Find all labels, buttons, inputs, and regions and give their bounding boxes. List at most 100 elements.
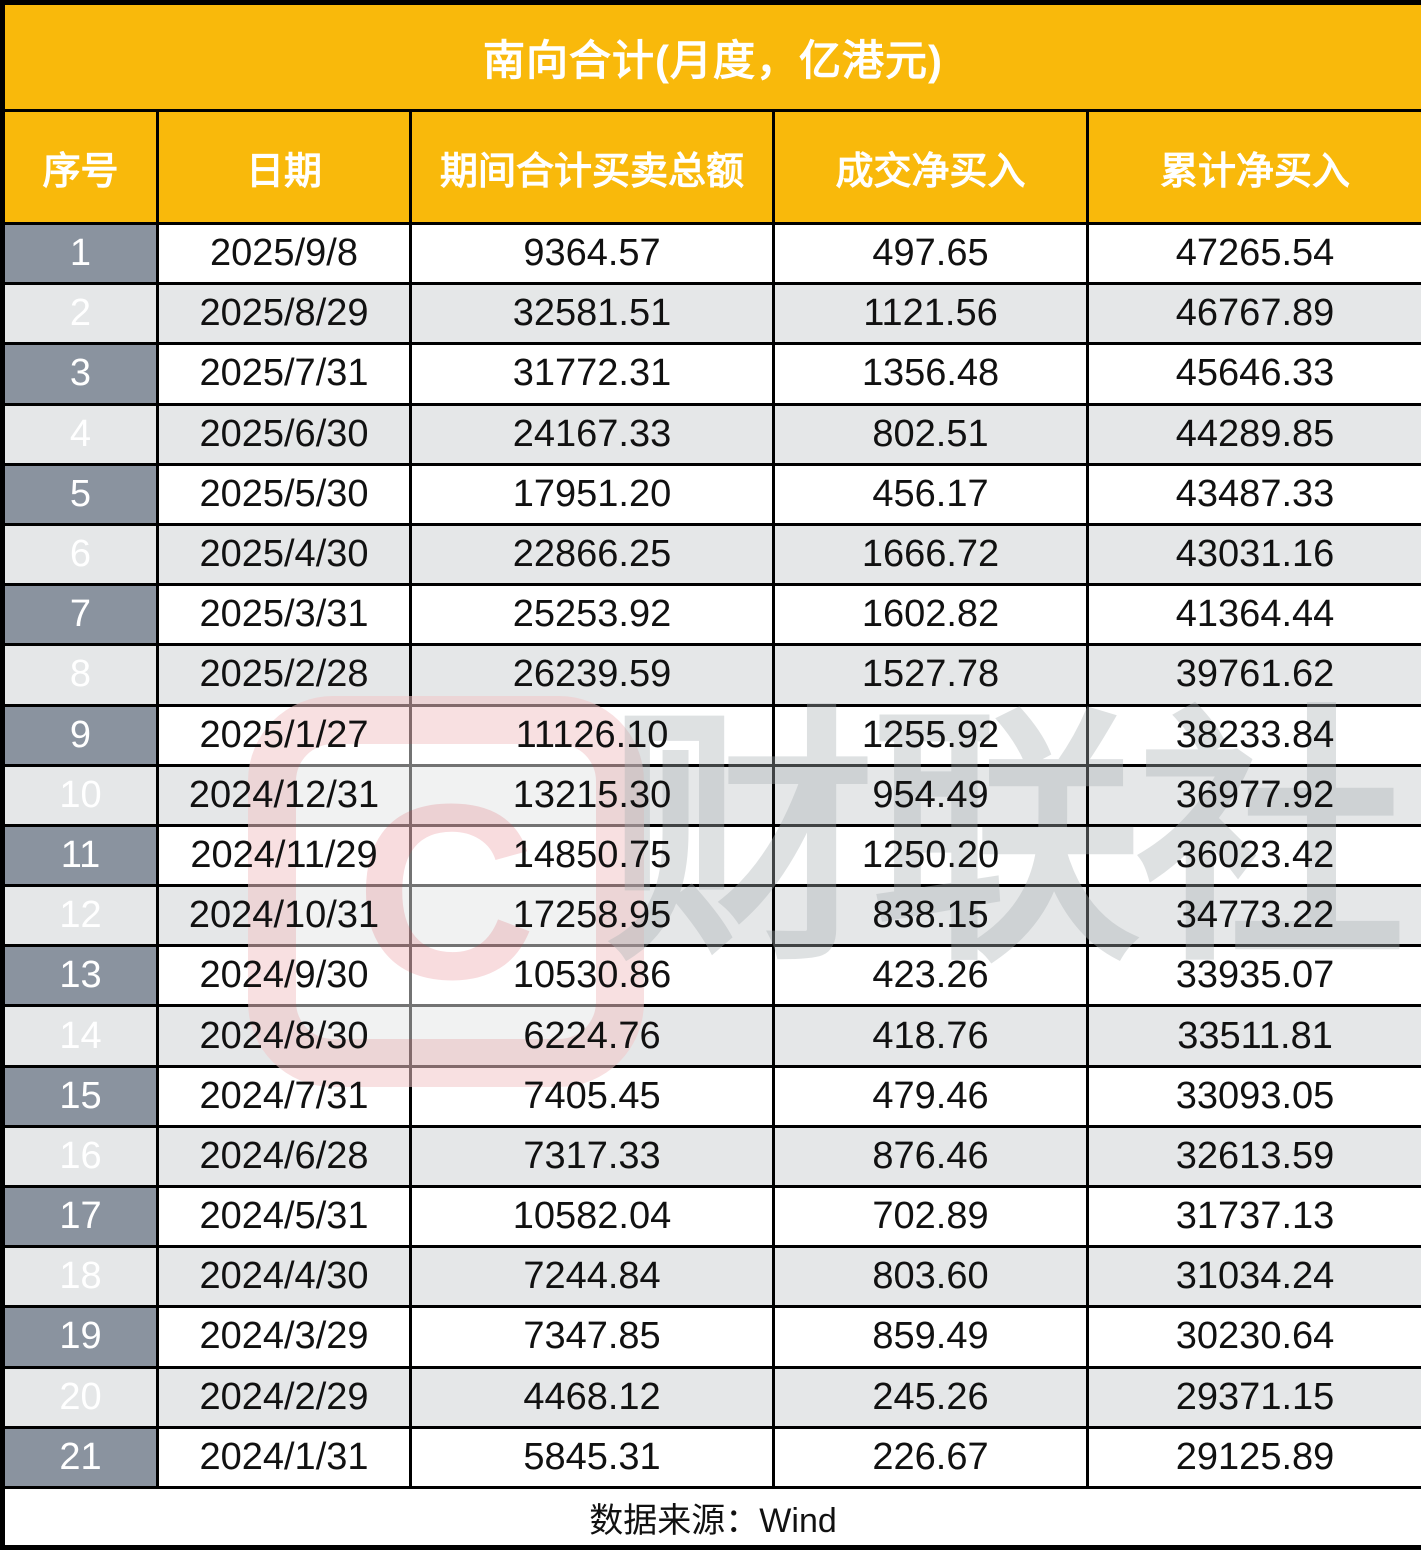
table-row: 19 2024/3/29 7347.85 859.49 30230.64 bbox=[1, 1305, 1421, 1369]
column-header-date: 日期 bbox=[156, 109, 412, 225]
cum-net-buy-cell: 36977.92 bbox=[1085, 763, 1421, 827]
net-buy-cell: 1250.20 bbox=[772, 823, 1089, 888]
period-total-cell: 6224.76 bbox=[409, 1004, 775, 1068]
cum-net-buy-cell: 32613.59 bbox=[1085, 1124, 1421, 1189]
net-buy-cell: 497.65 bbox=[772, 221, 1089, 286]
date-cell: 2024/3/29 bbox=[156, 1305, 412, 1369]
table-row: 17 2024/5/31 10582.04 702.89 31737.13 bbox=[1, 1184, 1421, 1249]
date-cell: 2024/9/30 bbox=[156, 944, 412, 1008]
cum-net-buy-cell: 33093.05 bbox=[1085, 1064, 1421, 1128]
date-cell: 2025/5/30 bbox=[156, 462, 412, 526]
cum-net-buy-cell: 41364.44 bbox=[1085, 583, 1421, 647]
period-total-cell: 17258.95 bbox=[409, 884, 775, 948]
table-row: 7 2025/3/31 25253.92 1602.82 41364.44 bbox=[1, 583, 1421, 647]
net-buy-cell: 954.49 bbox=[772, 763, 1089, 827]
table-row: 1 2025/9/8 9364.57 497.65 47265.54 bbox=[1, 221, 1421, 286]
seq-cell: 14 bbox=[1, 1004, 159, 1068]
table-row: 3 2025/7/31 31772.31 1356.48 45646.33 bbox=[1, 342, 1421, 406]
seq-cell: 12 bbox=[1, 884, 159, 948]
period-total-cell: 5845.31 bbox=[409, 1425, 775, 1490]
cum-net-buy-cell: 30230.64 bbox=[1085, 1305, 1421, 1369]
period-total-cell: 4468.12 bbox=[409, 1365, 775, 1429]
data-source-note: 数据来源：Wind bbox=[0, 1486, 1421, 1549]
date-cell: 2024/1/31 bbox=[156, 1425, 412, 1490]
net-buy-cell: 1527.78 bbox=[772, 643, 1089, 707]
cum-net-buy-cell: 33935.07 bbox=[1085, 944, 1421, 1008]
date-cell: 2024/12/31 bbox=[156, 763, 412, 827]
seq-cell: 7 bbox=[1, 583, 159, 647]
table-row: 12 2024/10/31 17258.95 838.15 34773.22 bbox=[1, 884, 1421, 948]
net-buy-cell: 1121.56 bbox=[772, 282, 1089, 346]
date-cell: 2025/3/31 bbox=[156, 583, 412, 647]
seq-cell: 9 bbox=[1, 703, 159, 767]
cum-net-buy-cell: 47265.54 bbox=[1085, 221, 1421, 286]
net-buy-cell: 456.17 bbox=[772, 462, 1089, 526]
date-cell: 2025/4/30 bbox=[156, 522, 412, 587]
column-header-period-total: 期间合计买卖总额 bbox=[409, 109, 775, 225]
table-row: 10 2024/12/31 13215.30 954.49 36977.92 bbox=[1, 763, 1421, 827]
period-total-cell: 25253.92 bbox=[409, 583, 775, 647]
net-buy-cell: 1255.92 bbox=[772, 703, 1089, 767]
date-cell: 2025/8/29 bbox=[156, 282, 412, 346]
net-buy-cell: 1602.82 bbox=[772, 583, 1089, 647]
date-cell: 2025/1/27 bbox=[156, 703, 412, 767]
net-buy-cell: 876.46 bbox=[772, 1124, 1089, 1189]
source-row: 数据来源：Wind bbox=[0, 1486, 1421, 1549]
table-row: 18 2024/4/30 7244.84 803.60 31034.24 bbox=[1, 1245, 1421, 1309]
period-total-cell: 26239.59 bbox=[409, 643, 775, 707]
table-row: 6 2025/4/30 22866.25 1666.72 43031.16 bbox=[1, 522, 1421, 587]
table-row: 21 2024/1/31 5845.31 226.67 29125.89 bbox=[1, 1425, 1421, 1490]
period-total-cell: 31772.31 bbox=[409, 342, 775, 406]
date-cell: 2024/7/31 bbox=[156, 1064, 412, 1128]
table-row: 2 2025/8/29 32581.51 1121.56 46767.89 bbox=[1, 282, 1421, 346]
table-row: 8 2025/2/28 26239.59 1527.78 39761.62 bbox=[1, 643, 1421, 707]
seq-cell: 5 bbox=[1, 462, 159, 526]
seq-cell: 10 bbox=[1, 763, 159, 827]
column-header-seq: 序号 bbox=[1, 109, 159, 225]
period-total-cell: 10530.86 bbox=[409, 944, 775, 1008]
date-cell: 2024/4/30 bbox=[156, 1245, 412, 1309]
net-buy-cell: 702.89 bbox=[772, 1184, 1089, 1249]
seq-cell: 18 bbox=[1, 1245, 159, 1309]
period-total-cell: 7244.84 bbox=[409, 1245, 775, 1309]
seq-cell: 16 bbox=[1, 1124, 159, 1189]
cum-net-buy-cell: 38233.84 bbox=[1085, 703, 1421, 767]
seq-cell: 2 bbox=[1, 282, 159, 346]
column-header-net-buy: 成交净买入 bbox=[772, 109, 1089, 225]
cum-net-buy-cell: 39761.62 bbox=[1085, 643, 1421, 707]
seq-cell: 19 bbox=[1, 1305, 159, 1369]
date-cell: 2024/11/29 bbox=[156, 823, 412, 888]
table-row: 14 2024/8/30 6224.76 418.76 33511.81 bbox=[1, 1004, 1421, 1068]
table-row: 5 2025/5/30 17951.20 456.17 43487.33 bbox=[1, 462, 1421, 526]
table-foot: 数据来源：Wind bbox=[0, 1486, 1421, 1549]
table-row: 16 2024/6/28 7317.33 876.46 32613.59 bbox=[1, 1124, 1421, 1189]
seq-cell: 15 bbox=[1, 1064, 159, 1128]
table-row: 4 2025/6/30 24167.33 802.51 44289.85 bbox=[1, 402, 1421, 466]
net-buy-cell: 859.49 bbox=[772, 1305, 1089, 1369]
net-buy-cell: 226.67 bbox=[772, 1425, 1089, 1490]
seq-cell: 8 bbox=[1, 643, 159, 707]
net-buy-cell: 802.51 bbox=[772, 402, 1089, 466]
net-buy-cell: 1666.72 bbox=[772, 522, 1089, 587]
net-buy-cell: 418.76 bbox=[772, 1004, 1089, 1068]
period-total-cell: 24167.33 bbox=[409, 402, 775, 466]
cum-net-buy-cell: 43031.16 bbox=[1085, 522, 1421, 587]
seq-cell: 20 bbox=[1, 1365, 159, 1429]
date-cell: 2025/7/31 bbox=[156, 342, 412, 406]
cum-net-buy-cell: 29371.15 bbox=[1085, 1365, 1421, 1429]
net-buy-cell: 423.26 bbox=[772, 944, 1089, 1008]
seq-cell: 13 bbox=[1, 944, 159, 1008]
seq-cell: 1 bbox=[1, 221, 159, 286]
net-buy-cell: 245.26 bbox=[772, 1365, 1089, 1429]
net-buy-cell: 838.15 bbox=[772, 884, 1089, 948]
period-total-cell: 22866.25 bbox=[409, 522, 775, 587]
table-row: 13 2024/9/30 10530.86 423.26 33935.07 bbox=[1, 944, 1421, 1008]
cum-net-buy-cell: 33511.81 bbox=[1085, 1004, 1421, 1068]
cum-net-buy-cell: 44289.85 bbox=[1085, 402, 1421, 466]
cum-net-buy-cell: 45646.33 bbox=[1085, 342, 1421, 406]
date-cell: 2024/6/28 bbox=[156, 1124, 412, 1189]
date-cell: 2025/2/28 bbox=[156, 643, 412, 707]
cum-net-buy-cell: 34773.22 bbox=[1085, 884, 1421, 948]
table-row: 11 2024/11/29 14850.75 1250.20 36023.42 bbox=[1, 823, 1421, 888]
